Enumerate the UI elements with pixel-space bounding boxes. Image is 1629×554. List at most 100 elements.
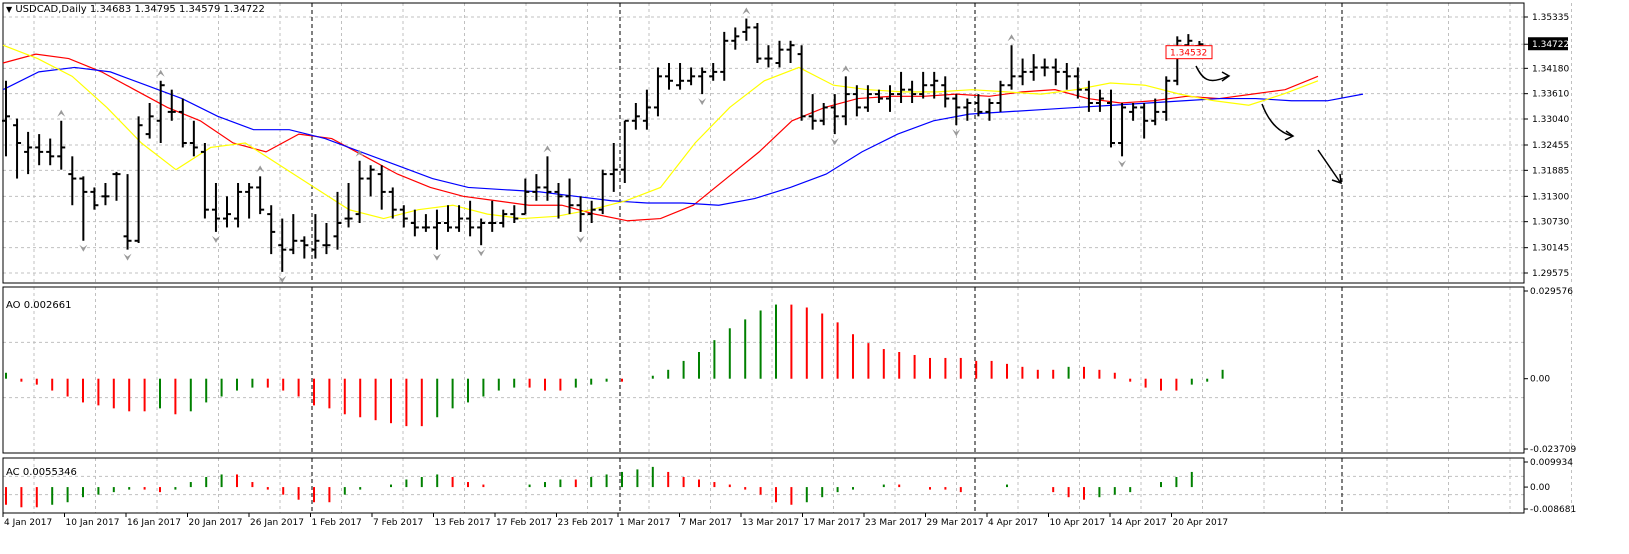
indicator-tick-label: -0.008681: [1530, 505, 1576, 515]
price-bar: [234, 183, 243, 228]
collapse-icon[interactable]: ▼: [6, 5, 13, 14]
indicator-tick-label: 0.009934: [1530, 458, 1573, 468]
price-bar: [819, 103, 828, 126]
price-tick-label: 1.32455: [1532, 141, 1569, 151]
ma-yellow-line: [2, 44, 1319, 220]
price-bar: [941, 76, 950, 108]
price-bar: [620, 119, 629, 183]
price-bar: [477, 218, 486, 246]
price-bar: [897, 71, 906, 103]
price-bar: [1051, 58, 1060, 86]
date-label: 26 Jan 2017: [250, 518, 304, 528]
price-bar: [709, 63, 718, 81]
price-bar: [565, 178, 574, 215]
price-bar: [874, 89, 883, 103]
moving-averages: [2, 44, 1364, 222]
date-label: 7 Mar 2017: [681, 518, 732, 528]
forecast-arrow: [1195, 65, 1229, 82]
price-bar: [145, 103, 154, 139]
price-bar: [1007, 45, 1016, 90]
price-bar: [764, 45, 773, 68]
price-bar: [223, 196, 231, 228]
price-bar: [466, 200, 475, 237]
current-price-label: 1.34722: [1532, 40, 1569, 50]
price-bar: [311, 214, 320, 259]
indicator-tick-label: 0.00: [1530, 375, 1550, 385]
price-bar: [886, 85, 894, 112]
price-bar: [1162, 76, 1171, 121]
price-bar: [952, 94, 961, 126]
fractal-down-icon: [79, 244, 88, 252]
fractal-down-icon: [952, 129, 961, 137]
price-bar: [377, 165, 386, 210]
price-bar: [1151, 98, 1160, 126]
price-bar: [455, 205, 464, 232]
price-bar: [200, 143, 209, 219]
price-bar: [863, 85, 872, 112]
price-bar: [1095, 89, 1104, 112]
fractal-up-icon: [156, 69, 165, 77]
price-bar: [245, 183, 254, 219]
current-price-box: [1528, 37, 1568, 51]
panel-frames: [2, 2, 1525, 514]
price-bar: [300, 236, 309, 259]
arrowhead-icon: [1221, 71, 1231, 82]
price-bar: [322, 223, 331, 255]
date-label: 29 Mar 2017: [927, 518, 984, 528]
panel-frame: [2, 286, 1525, 454]
price-tick-label: 1.34180: [1532, 64, 1569, 74]
price-bar: [841, 76, 850, 126]
price-bar: [1029, 54, 1038, 81]
price-bar: [731, 27, 740, 50]
fractal-up-icon: [1007, 34, 1016, 42]
price-bar: [653, 67, 662, 117]
price-bar: [13, 118, 22, 179]
price-bar: [399, 205, 408, 228]
price-bar: [2, 80, 10, 157]
price-bar: [289, 214, 298, 255]
price-bar: [46, 138, 55, 166]
price-bar: [388, 187, 397, 219]
price-bar: [444, 205, 452, 232]
price-bar: [24, 131, 33, 175]
date-label: 7 Feb 2017: [373, 518, 423, 528]
price-bar: [609, 143, 618, 192]
price-bar: [698, 67, 707, 95]
price-bar: [720, 31, 729, 81]
price-tick-label: 1.30730: [1532, 218, 1569, 228]
price-bar: [753, 23, 762, 63]
date-label: 23 Feb 2017: [558, 518, 614, 528]
price-bar: [68, 156, 77, 206]
ma-red-line: [2, 53, 1319, 222]
price-tick-label: 1.31300: [1532, 192, 1569, 202]
fractal-up-icon: [256, 165, 265, 173]
price-bar: [57, 120, 66, 170]
price-bar: [156, 80, 165, 143]
price-bar: [1018, 58, 1027, 86]
fractal-up-icon: [355, 149, 364, 157]
price-bar: [410, 209, 419, 237]
price-bar: [1118, 103, 1127, 157]
forecast-arrow: [1317, 149, 1341, 183]
panel-frame: [2, 457, 1525, 514]
price-bar: [631, 103, 640, 130]
date-label: 13 Mar 2017: [742, 518, 799, 528]
price-bar: [1073, 67, 1082, 99]
price-tick-label: 1.33040: [1532, 115, 1569, 125]
price-bar: [974, 94, 983, 117]
annotation-price: 1.34532: [1170, 49, 1207, 59]
price-bar: [1173, 36, 1182, 86]
panel-frame: [2, 2, 1525, 284]
ao-title: AO 0.002661: [6, 300, 72, 311]
price-bar: [642, 89, 651, 130]
price-bar: [1129, 103, 1138, 121]
fractal-markers: [57, 7, 1127, 283]
date-label: 10 Apr 2017: [1050, 518, 1106, 528]
price-bar: [344, 183, 353, 228]
axes-labels: 1.35335 1.34722 1.34180 1.33610 1.33040 1.324…: [2, 13, 1576, 528]
price-bar: [587, 200, 596, 223]
date-label: 1 Feb 2017: [312, 518, 362, 528]
fractal-down-icon: [278, 275, 287, 283]
price-bar: [112, 171, 121, 201]
price-bar: [355, 160, 364, 223]
